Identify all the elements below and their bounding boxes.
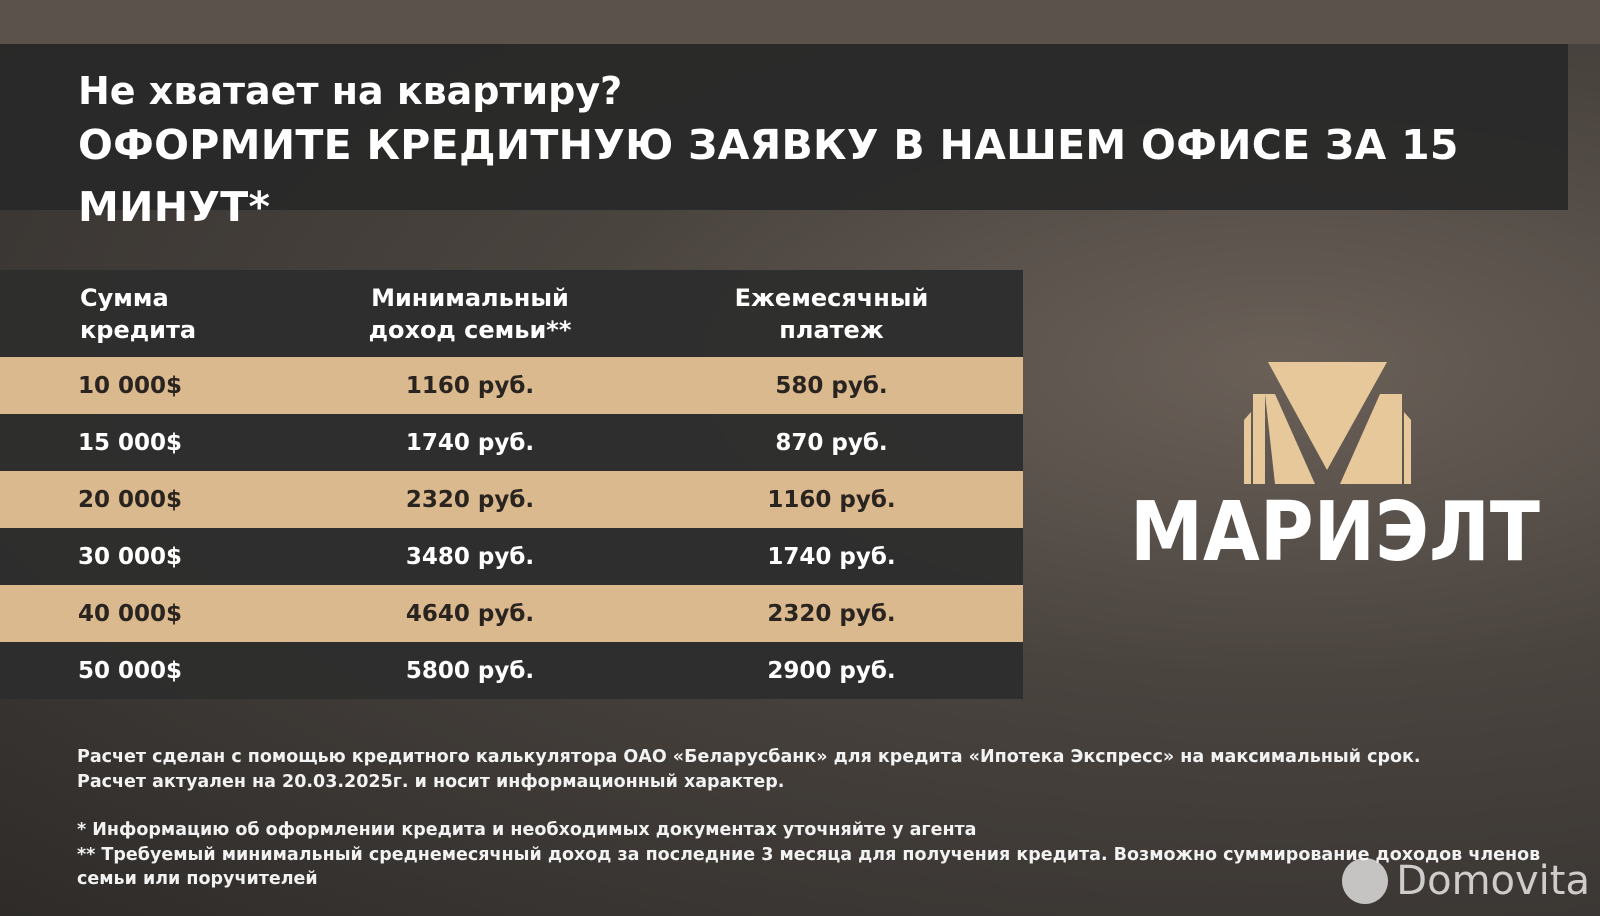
header-headline: ОФОРМИТЕ КРЕДИТНУЮ ЗАЯВКУ В НАШЕМ ОФИСЕ … <box>78 121 1459 231</box>
column-header-amount: Сумма кредита <box>80 283 197 344</box>
income-cell: 5800 руб. <box>405 657 535 684</box>
amount-cell: 50 000$ <box>78 657 183 684</box>
amount-cell: 40 000$ <box>78 600 183 627</box>
payment-cell: 870 руб. <box>775 429 888 456</box>
income-cell: 2320 руб. <box>405 486 535 513</box>
footnote: * Информацию об оформлении кредита и нео… <box>77 820 977 840</box>
marielt-logo: МАРИЭЛТ <box>1130 362 1540 572</box>
amount-cell: 30 000$ <box>78 543 183 570</box>
header-banner: Не хватает на квартиру? ОФОРМИТЕ КРЕДИТН… <box>0 44 1568 231</box>
logo-text: МАРИЭЛТ <box>1130 485 1540 572</box>
table-header: Сумма кредита Минимальный доход семьи** Еж… <box>0 270 1023 357</box>
income-cell: 3480 руб. <box>405 543 535 570</box>
income-cell: 1740 руб. <box>405 429 535 456</box>
payment-cell: 1740 руб. <box>767 543 896 570</box>
column-header-payment: Ежемесячный платеж <box>734 283 929 344</box>
table-row: 10 000$ 1160 руб. 580 руб. <box>0 357 1023 414</box>
domovita-watermark: Domovita <box>1342 858 1590 904</box>
table-row: 20 000$ 2320 руб. 1160 руб. <box>0 471 1023 528</box>
payment-cell: 1160 руб. <box>767 486 896 513</box>
table-row: 40 000$ 4640 руб. 2320 руб. <box>0 585 1023 642</box>
table-row: 50 000$ 5800 руб. 2900 руб. <box>0 642 1023 699</box>
top-band <box>0 0 1600 44</box>
notes: Расчет сделан с помощью кредитного кальк… <box>77 745 1577 892</box>
amount-cell: 20 000$ <box>78 486 183 513</box>
amount-cell: 15 000$ <box>78 429 183 456</box>
income-cell: 4640 руб. <box>405 600 535 627</box>
table-row: 30 000$ 3480 руб. 1740 руб. <box>0 528 1023 585</box>
domovita-logo-icon <box>1342 858 1389 904</box>
payment-cell: 2900 руб. <box>767 657 896 684</box>
note-line: Расчет актуален на 20.03.2025г. и носит … <box>77 771 785 792</box>
note-line: Расчет сделан с помощью кредитного кальк… <box>77 747 1421 767</box>
income-cell: 1160 руб. <box>405 372 535 399</box>
credit-table: Сумма кредита Минимальный доход семьи** Еж… <box>0 270 1023 699</box>
amount-cell: 10 000$ <box>78 372 183 399</box>
footnote: ** Требуемый минимальный среднемесячный … <box>77 844 1541 890</box>
header-question: Не хватает на квартиру? <box>78 69 623 113</box>
payment-cell: 2320 руб. <box>767 600 896 627</box>
column-header-income: Минимальный доход семьи** <box>368 283 572 344</box>
table-row: 15 000$ 1740 руб. 870 руб. <box>0 414 1023 471</box>
payment-cell: 580 руб. <box>775 372 888 399</box>
